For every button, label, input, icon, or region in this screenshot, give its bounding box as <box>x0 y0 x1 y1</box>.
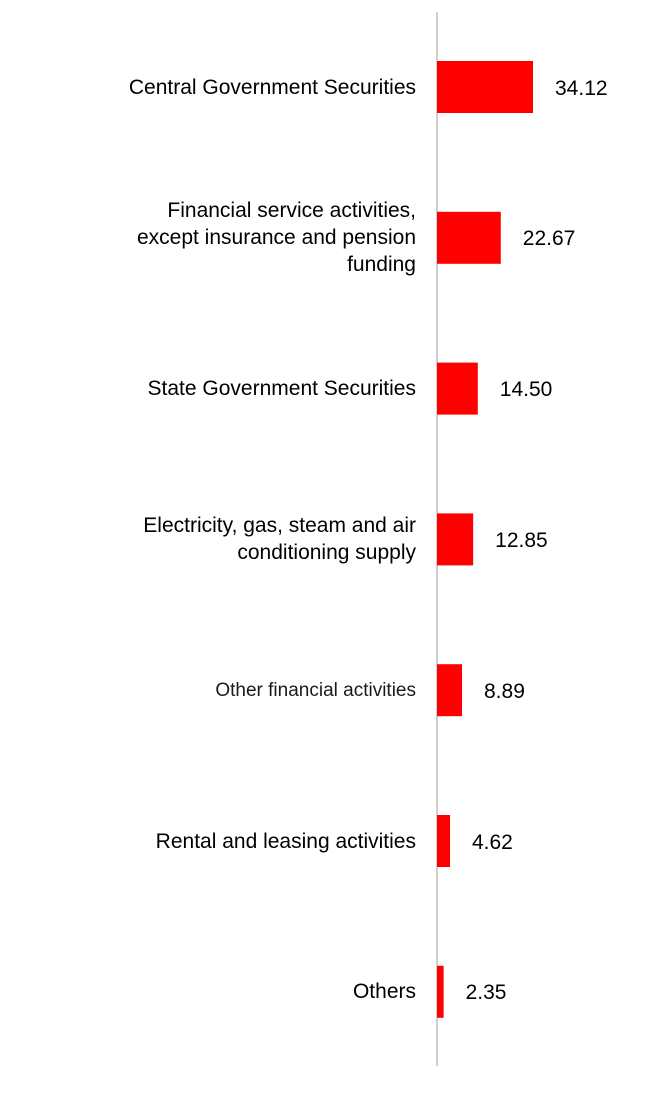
value-label: 34.12 <box>555 76 608 100</box>
bar <box>437 61 533 113</box>
bar <box>437 362 478 415</box>
category-label: Electricity, gas, steam and air condition… <box>36 512 416 566</box>
category-label-line: Others <box>352 980 416 1004</box>
value-label: 4.62 <box>471 830 513 854</box>
category-label-line: funding <box>347 253 416 277</box>
category-label: State Government Securities <box>36 375 416 402</box>
bar <box>437 965 444 1018</box>
category-label-line: conditioning supply <box>237 541 416 565</box>
category-label: Central Government Securities <box>36 74 416 101</box>
bar <box>437 513 474 566</box>
value-label: 14.50 <box>499 378 553 402</box>
category-label-line: Electricity, gas, steam and air <box>143 514 416 538</box>
category-label-line: except insurance and pension <box>136 226 416 250</box>
category-label-line: Rental and leasing activities <box>155 829 416 853</box>
value-label: 8.89 <box>484 679 525 703</box>
category-label-line: State Government Securities <box>147 377 416 401</box>
bar <box>437 664 463 717</box>
category-label-line: Central Government Securities <box>128 75 416 99</box>
category-label: Rental and leasing activities <box>36 828 416 855</box>
category-label: Other financial activities <box>36 677 416 704</box>
bar <box>437 815 450 867</box>
category-label-line: Financial service activities, <box>167 199 416 223</box>
bar <box>437 211 501 264</box>
value-label: 22.67 <box>522 227 576 251</box>
category-label: Others <box>36 978 416 1005</box>
value-label: 12.85 <box>495 528 548 552</box>
category-label-line: Other financial activities <box>215 679 416 701</box>
category-label: Financial service activities, except insu… <box>36 197 416 278</box>
value-label: 2.35 <box>465 981 507 1005</box>
